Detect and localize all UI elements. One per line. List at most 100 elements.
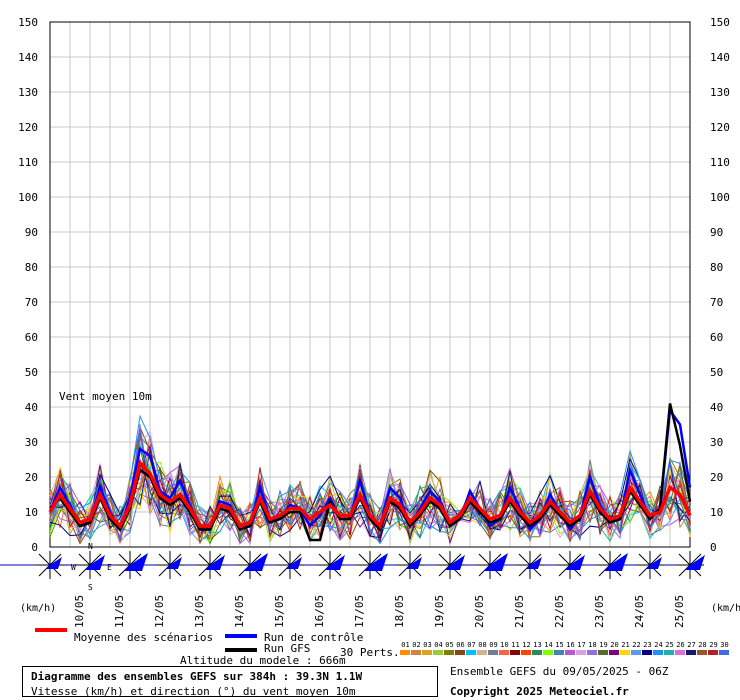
perturbation-legend-swatch (510, 650, 520, 655)
x-tick-label: 16/05 (313, 595, 326, 628)
perturbation-legend-swatch (697, 650, 707, 655)
rose-petal (124, 553, 148, 571)
perturbation-legend-item: 27 (686, 641, 697, 655)
rose-petal (445, 555, 465, 570)
rose-petal (364, 553, 388, 571)
mean-series-line (48, 459, 692, 530)
y-tick-label-right: 40 (710, 401, 723, 414)
y-tick-label-right: 30 (710, 436, 723, 449)
perturbation-legend-label: 30 (720, 641, 729, 649)
perturbation-legend-label: 02 (412, 641, 421, 649)
perturbation-legend-item: 05 (444, 641, 455, 655)
rose-petal (526, 557, 542, 569)
compass-w: W (71, 563, 76, 572)
main-series (48, 403, 692, 542)
perturbation-legend-swatch (620, 650, 630, 655)
compass-e: E (107, 563, 112, 572)
perturbation-legend-swatch (565, 650, 575, 655)
perturbation-legend-item: 16 (565, 641, 576, 655)
perturbation-legend-swatch (521, 650, 531, 655)
y-tick-label-right: 0 (710, 541, 717, 554)
x-tick-label: 25/05 (673, 595, 686, 628)
wind-rose (556, 551, 585, 579)
legend-mean-label: Moyenne des scénarios (74, 631, 214, 644)
wind-rose (516, 551, 544, 579)
perturbation-line (49, 430, 691, 542)
perturbation-legend-swatch (576, 650, 586, 655)
wind-rose (196, 551, 225, 579)
perturbation-legend-swatch (686, 650, 696, 655)
wind-rose (676, 551, 705, 579)
wind-direction-row (0, 551, 705, 579)
perturbation-legend-label: 11 (511, 641, 520, 649)
y-tick-label-left: 90 (25, 226, 38, 239)
perturbation-legend-item: 14 (543, 641, 554, 655)
perturbation-legend-swatch (653, 650, 663, 655)
y-tick-label-right: 80 (710, 261, 723, 274)
perturbation-legend-label: 17 (577, 641, 586, 649)
y-tick-label-left: 120 (18, 121, 38, 134)
legend-control (225, 634, 257, 638)
perturbation-legend-label: 26 (676, 641, 685, 649)
perturbation-legend-item: 24 (653, 641, 664, 655)
ensemble-run: Ensemble GEFS du 09/05/2025 - 06Z (450, 665, 669, 678)
legend-gfs (225, 648, 257, 652)
rose-petal (46, 557, 62, 569)
x-tick-label: 24/05 (633, 595, 646, 628)
y-tick-label-left: 150 (18, 16, 38, 29)
perturbation-legend-item: 10 (499, 641, 510, 655)
perturbation-legend-swatch (400, 650, 410, 655)
x-tick-label: 13/05 (193, 595, 206, 628)
y-tick-label-left: 80 (25, 261, 38, 274)
x-tick-label: 10/05 (73, 595, 86, 628)
perturbation-legend-item: 26 (675, 641, 686, 655)
y-tick-label-left: 130 (18, 86, 38, 99)
perturbation-legend-item: 25 (664, 641, 675, 655)
rose-petal (166, 557, 182, 569)
x-tick-label: 12/05 (153, 595, 166, 628)
y-tick-label-left: 10 (25, 506, 38, 519)
perturbation-legend-swatch (477, 650, 487, 655)
wind-rose (76, 551, 105, 579)
y-tick-label-right: 100 (710, 191, 730, 204)
perturbation-line (49, 472, 691, 542)
y-tick-label-left: 30 (25, 436, 38, 449)
rose-petal (646, 557, 662, 569)
perturbation-legend-label: 27 (687, 641, 696, 649)
perturbation-legend-swatch (488, 650, 498, 655)
perturbation-legend-swatch (411, 650, 421, 655)
perturbation-legend-swatch (433, 650, 443, 655)
perturbation-legend-item: 17 (576, 641, 587, 655)
rose-petal (85, 555, 105, 570)
x-tick-label: 15/05 (273, 595, 286, 628)
perturbation-legend-item: 13 (532, 641, 543, 655)
perturbation-legend-label: 01 (401, 641, 410, 649)
rose-petal (484, 553, 508, 571)
y-tick-label-right: 70 (710, 296, 723, 309)
perturbation-legend-swatch (708, 650, 718, 655)
compass-n: N (88, 542, 93, 551)
wind-rose (236, 551, 268, 579)
perturbation-legend-item: 22 (631, 641, 642, 655)
perts-label: 30 Perts. (340, 646, 400, 659)
perturbation-line (49, 457, 691, 539)
perturbation-legend-label: 03 (423, 641, 432, 649)
chart-grid (49, 21, 691, 548)
info-subtitle: Vitesse (km/h) et direction (°) du vent … (31, 685, 356, 698)
rose-petal (325, 555, 345, 570)
perturbation-legend-label: 13 (533, 641, 542, 649)
perturbation-legend-swatch (444, 650, 454, 655)
y-axis-unit-left: (km/h) (20, 603, 56, 614)
y-tick-label-left: 70 (25, 296, 38, 309)
copyright: Copyright 2025 Meteociel.fr (450, 685, 629, 698)
perturbation-legend-item: 20 (609, 641, 620, 655)
wind-rose (636, 551, 664, 579)
y-tick-label-left: 60 (25, 331, 38, 344)
chart-svg: 0 0 10 10 20 20 30 30 40 40 50 50 60 60 70 70 80 80 90 90 10… (0, 16, 740, 628)
rose-petal (205, 555, 225, 570)
perturbation-legend-label: 25 (665, 641, 674, 649)
wind-rose (436, 551, 465, 579)
perturbation-legend-item: 02 (411, 641, 422, 655)
perturbation-legend-label: 07 (467, 641, 476, 649)
